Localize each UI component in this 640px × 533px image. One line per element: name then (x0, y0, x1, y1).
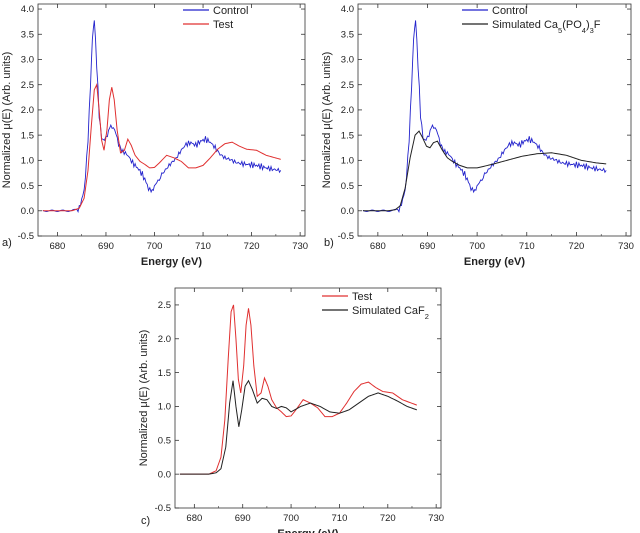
legend-label-part: 5 (558, 26, 562, 35)
y-tick-label: 2.5 (21, 80, 34, 91)
y-tick-label: 2.0 (21, 105, 34, 116)
legend-label-part: ) (586, 19, 590, 31)
y-tick-label: 2.5 (158, 300, 171, 311)
panel-letter: b) (324, 237, 334, 249)
y-axis-label: Normalized μ(E) (Arb. units) (321, 52, 333, 189)
x-tick-label: 730 (618, 241, 634, 252)
y-tick-label: 1.5 (158, 368, 171, 379)
x-tick-label: 720 (568, 241, 584, 252)
y-tick-label: 2.0 (158, 334, 171, 345)
y-tick-label: 2.0 (341, 105, 354, 116)
x-axis-label: Energy (eV) (277, 528, 338, 533)
x-tick-label: 700 (147, 241, 163, 252)
y-tick-label: 3.5 (341, 29, 354, 40)
x-axis-label: Energy (eV) (141, 256, 202, 268)
legend-label-part: 2 (425, 312, 429, 321)
y-tick-label: 1.0 (158, 402, 171, 413)
y-tick-label: 0.5 (21, 181, 34, 192)
x-tick-label: 710 (519, 241, 535, 252)
plot-frame (37, 3, 306, 237)
legend-label-part: 4 (582, 26, 586, 35)
x-tick-label: 700 (469, 241, 485, 252)
y-axis-label: Normalized μ(E) (Arb. units) (1, 52, 13, 189)
legend-label-part: (PO (562, 19, 582, 31)
x-tick-label: 680 (186, 513, 202, 524)
y-axis-label: Normalized μ(E) (Arb. units) (138, 330, 150, 467)
series-line-control (362, 20, 607, 213)
series-line-simulated-caf2 (179, 379, 417, 475)
x-tick-label: 710 (332, 513, 348, 524)
y-tick-label: 1.5 (21, 130, 34, 141)
legend-label-part: F (594, 19, 601, 31)
legend-label-part: Simulated CaF (352, 305, 425, 317)
y-tick-label: 2.5 (341, 80, 354, 91)
chart-panel-b: 680 690 700 710 720 730 -0.5 0.0 0.5 1.0 1.5 2.0 2.5… (321, 3, 634, 268)
series-line-test (42, 82, 281, 212)
x-tick-label: 720 (244, 241, 260, 252)
x-tick-label: 690 (98, 241, 114, 252)
y-tick-label: 0.5 (341, 181, 354, 192)
y-tick-label: -0.5 (18, 231, 34, 242)
panel-letter: a) (2, 237, 12, 249)
x-tick-label: 730 (292, 241, 308, 252)
x-tick-label: 680 (370, 241, 386, 252)
legend-label: Simulated CaF2 (352, 305, 429, 321)
plot-frame (357, 3, 632, 237)
x-tick-label: 720 (380, 513, 396, 524)
x-tick-label: 680 (49, 241, 65, 252)
legend-label: Simulated Ca5(PO4)3F (492, 19, 601, 35)
y-tick-label: 3.0 (341, 55, 354, 66)
y-tick-label: 0.0 (341, 206, 354, 217)
x-tick-label: 710 (195, 241, 211, 252)
y-tick-label: 4.0 (21, 4, 34, 15)
chart-panel-c: 680 690 700 710 720 730 -0.5 0.0 0.5 1.0 1.5 2.0 2.5… (138, 287, 444, 533)
x-tick-label: 700 (283, 513, 299, 524)
legend-label: Test (213, 19, 233, 31)
y-tick-label: 1.0 (341, 156, 354, 167)
y-tick-label: 0.5 (158, 436, 171, 447)
y-tick-label: -0.5 (155, 503, 171, 514)
y-tick-label: -0.5 (338, 231, 354, 242)
legend-label: Control (492, 5, 527, 17)
y-tick-label: 3.0 (21, 55, 34, 66)
x-tick-label: 690 (235, 513, 251, 524)
y-tick-label: 1.0 (21, 156, 34, 167)
panel-letter: c) (141, 515, 150, 527)
y-tick-label: 4.0 (341, 4, 354, 15)
chart-panel-a: 680 690 700 710 720 730 -0.5 0.0 0.5 1.0 1.5 2.0 2.5… (1, 3, 308, 268)
x-tick-label: 690 (420, 241, 436, 252)
y-tick-label: 3.5 (21, 29, 34, 40)
legend-label-part: Simulated Ca (492, 19, 559, 31)
series-line-test (179, 304, 417, 475)
y-tick-label: 0.0 (158, 469, 171, 480)
plot-frame (174, 287, 442, 509)
y-tick-label: 1.5 (341, 130, 354, 141)
legend-label: Test (352, 291, 372, 303)
legend-label-part: 3 (590, 26, 594, 35)
x-axis-label: Energy (eV) (464, 256, 525, 268)
x-tick-label: 730 (428, 513, 444, 524)
y-tick-label: 0.0 (21, 206, 34, 217)
legend-label: Control (213, 5, 248, 17)
series-line-simulated-ca5-po4-3f (362, 130, 607, 212)
series-line-control (42, 20, 282, 214)
